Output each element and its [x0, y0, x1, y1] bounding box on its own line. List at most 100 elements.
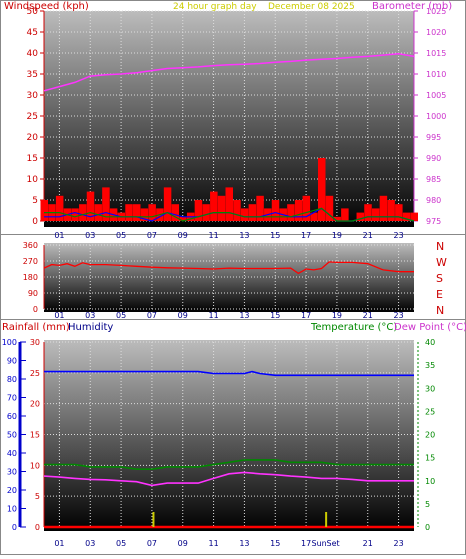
baro-y-tick-label: 990 — [426, 154, 441, 163]
wind-x-tick-label: 15 — [270, 231, 280, 240]
compass-label: E — [436, 288, 443, 301]
direction-x-tick-label: 15 — [270, 311, 280, 320]
wind-y-tick-label: 25 — [27, 112, 38, 122]
wind-speed-bar — [364, 204, 372, 221]
wind-x-tick-label: 13 — [239, 231, 249, 240]
baro-y-tick-label: 975 — [426, 217, 441, 226]
wind-speed-bar — [194, 200, 203, 221]
compass-label: N — [436, 304, 444, 317]
wind-speed-bar — [40, 200, 48, 221]
wind-direction-line — [43, 261, 414, 275]
climate-x-tick-label: 05 — [116, 539, 126, 548]
humidity-tick-label: 60 — [7, 412, 17, 421]
baro-y-tick-label: 980 — [426, 196, 441, 205]
direction-y-tick-label: 90 — [28, 289, 38, 298]
rain-tick-label: 20 — [30, 400, 40, 409]
wind-speed-bar — [86, 191, 95, 221]
direction-y-tick-label: 270 — [23, 257, 38, 266]
wind-speed-bar — [318, 158, 326, 221]
wind-y-tick-label: 45 — [27, 28, 38, 38]
wind-x-tick-label: 21 — [363, 231, 373, 240]
wind-speed-bar — [379, 195, 388, 221]
wind-speed-bar — [171, 204, 180, 221]
wind-x-tick-label: 17 — [301, 231, 311, 240]
temperature-tick-label: 20 — [425, 431, 435, 440]
direction-y-tick-label: 360 — [23, 241, 38, 250]
temperature-tick-label: 30 — [425, 384, 435, 393]
temperature-tick-label: 40 — [425, 338, 435, 347]
compass-label: W — [436, 256, 447, 269]
wind-x-tick-label: 03 — [85, 231, 95, 240]
direction-x-tick-label: 21 — [363, 311, 373, 320]
wind-speed-bar — [148, 204, 156, 221]
humidity-tick-label: 90 — [7, 357, 17, 366]
wind-x-tick-label: 23 — [393, 231, 403, 240]
compass-label: N — [436, 240, 444, 253]
direction-x-tick-label: 01 — [54, 311, 64, 320]
direction-y-tick-label: 180 — [23, 273, 38, 282]
wind-speed-bar — [287, 204, 295, 221]
wind-y-tick-label: 15 — [27, 154, 38, 164]
wind-y-tick-label: 20 — [27, 133, 39, 143]
temperature-tick-label: 25 — [425, 407, 435, 416]
climate-x-tick-label: 11 — [208, 539, 218, 548]
wind-x-tick-label: 09 — [178, 231, 188, 240]
climate-x-tick-label: 17 — [301, 539, 311, 548]
temperature-tick-label: 15 — [425, 454, 435, 463]
climate-x-tick-label: 07 — [147, 539, 157, 548]
direction-x-tick-label: 17 — [301, 311, 311, 320]
baro-y-tick-label: 985 — [426, 175, 441, 184]
humidity-tick-label: 10 — [7, 505, 17, 514]
direction-x-tick-label: 23 — [393, 311, 403, 320]
wind-speed-bar — [71, 208, 79, 221]
wind-y-tick-label: 40 — [27, 49, 39, 59]
dewpoint-series-line — [43, 471, 414, 487]
climate-x-tick-label: Set — [327, 539, 340, 548]
chart-marks-layer: 0510152025303540455097598098599099510001… — [2, 7, 447, 548]
temperature-series-line — [44, 459, 414, 471]
wind-x-tick-label: 05 — [116, 231, 126, 240]
wind-speed-bar — [256, 195, 264, 221]
direction-x-tick-label: 05 — [116, 311, 126, 320]
humidity-tick-label: 20 — [7, 486, 17, 495]
rain-tick-label: 5 — [35, 492, 40, 501]
wind-speed-bar — [294, 200, 303, 221]
temperature-tick-label: 10 — [425, 477, 435, 486]
wind-speed-bar — [333, 216, 341, 221]
direction-x-tick-label: 13 — [239, 311, 249, 320]
direction-x-tick-label: 07 — [147, 311, 157, 320]
climate-plot-background — [44, 340, 414, 531]
wind-speed-bar — [240, 208, 249, 221]
graph-caption: 24 hour graph day December 08 2025 — [173, 2, 355, 12]
baro-y-tick-label: 1000 — [426, 112, 446, 121]
wind-speed-bar — [179, 216, 187, 221]
climate-x-tick-label: 03 — [85, 539, 95, 548]
humidity-tick-label: 40 — [7, 449, 17, 458]
barometer-axis-title: Barometer (mb) — [372, 1, 452, 12]
direction-y-tick-label: 0 — [33, 305, 38, 314]
rainfall-axis-title: Rainfall (mm) — [2, 322, 70, 333]
wind-speed-bar — [163, 187, 172, 221]
rain-tick-label: 0 — [35, 523, 40, 532]
direction-x-tick-label: 03 — [85, 311, 95, 320]
humidity-tick-label: 100 — [2, 338, 17, 347]
wind-y-tick-label: 35 — [27, 70, 38, 80]
direction-x-tick-label: 09 — [178, 311, 188, 320]
wind-y-tick-label: 30 — [27, 91, 39, 101]
direction-x-tick-label: 19 — [332, 311, 342, 320]
wind-x-tick-label: 19 — [332, 231, 342, 240]
wind-x-tick-label: 07 — [147, 231, 157, 240]
wind-speed-bar — [356, 212, 365, 221]
humidity-series-line — [44, 370, 414, 377]
compass-label: S — [436, 272, 443, 285]
temperature-tick-label: 35 — [425, 361, 435, 370]
wind-speed-bar — [395, 204, 403, 221]
wind-speed-bar — [225, 187, 233, 221]
dewpoint-axis-title: Dew Point (°C) — [394, 322, 466, 333]
climate-x-tick-label: 13 — [239, 539, 249, 548]
wind-speed-bar — [140, 208, 149, 221]
wind-y-tick-label: 0 — [32, 217, 38, 227]
rain-tick-label: 10 — [30, 461, 40, 470]
